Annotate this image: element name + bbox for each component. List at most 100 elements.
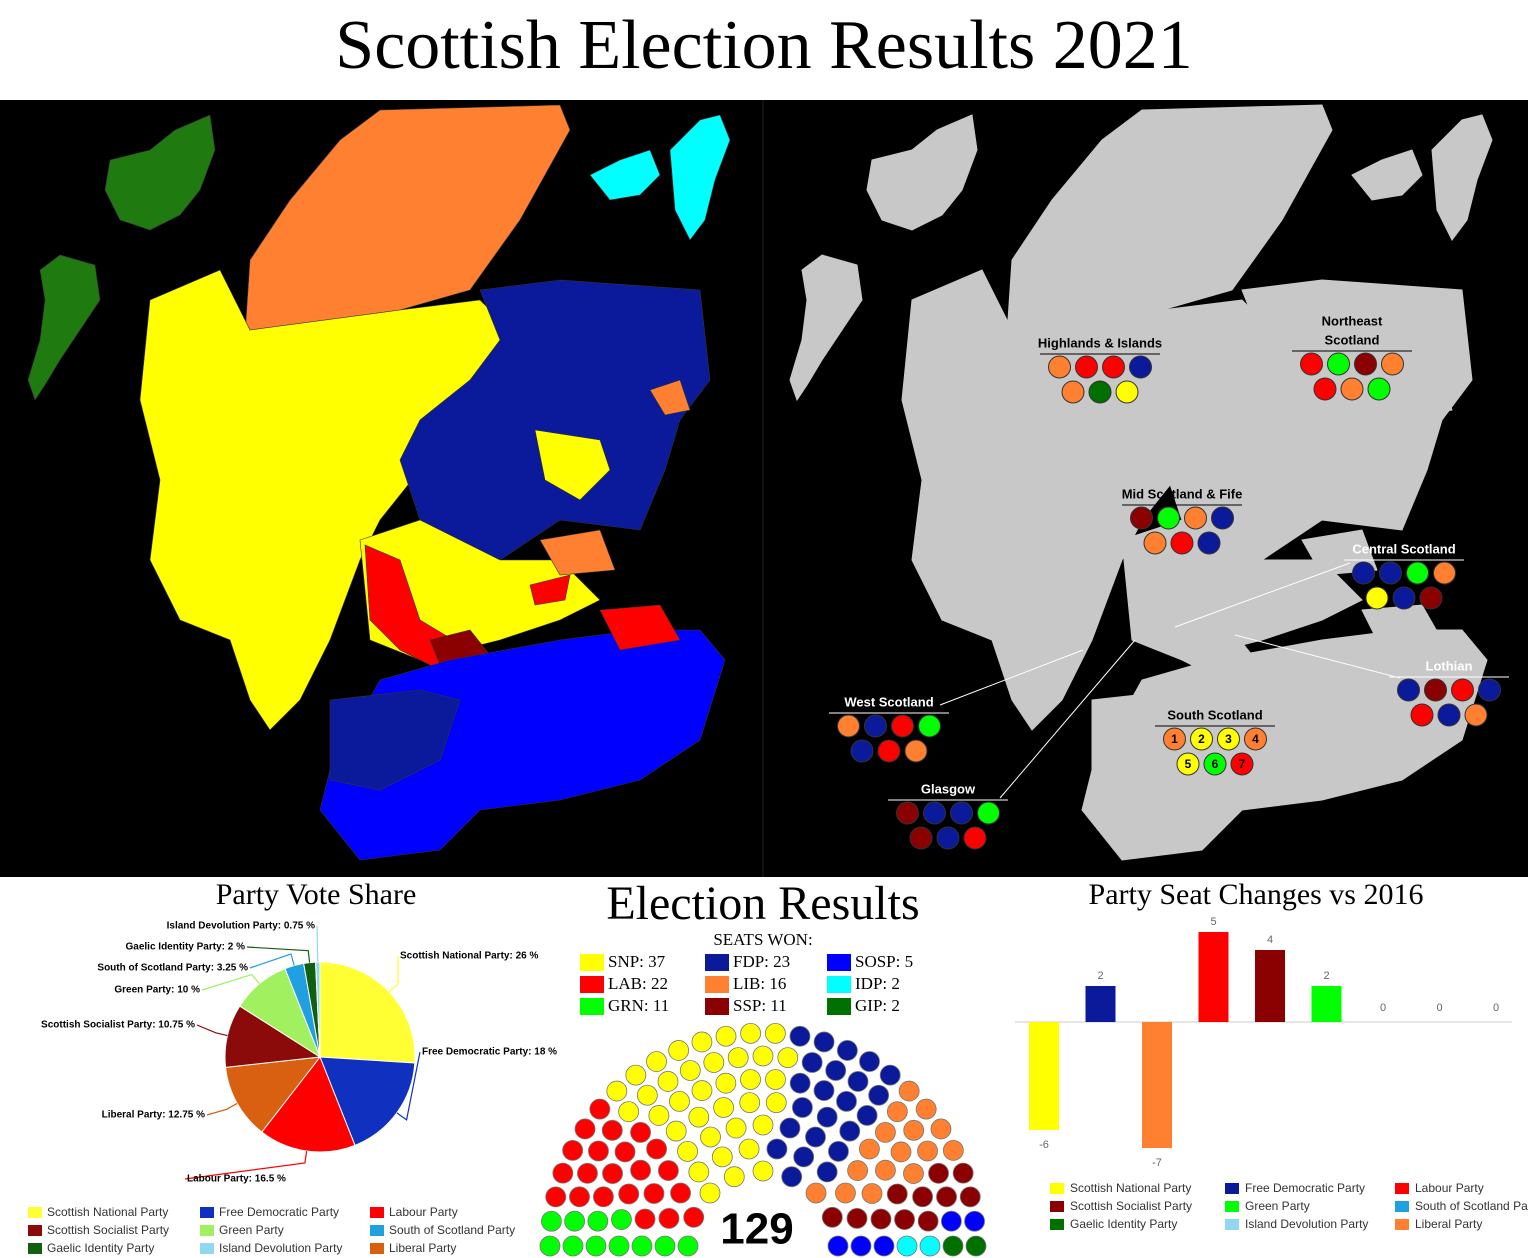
seat-dot xyxy=(896,801,919,825)
seat-dot xyxy=(1143,531,1167,555)
legend-swatch xyxy=(200,1207,214,1218)
seat xyxy=(601,1119,623,1141)
seat xyxy=(715,1072,737,1094)
seat xyxy=(879,1064,901,1086)
seat xyxy=(683,1206,705,1228)
seat-dot xyxy=(977,801,1000,825)
seat xyxy=(587,1210,609,1232)
legend-swatch xyxy=(370,1243,384,1254)
seat xyxy=(896,1235,918,1257)
seat-label: LAB: 22 xyxy=(608,974,668,993)
legend-swatch xyxy=(28,1207,42,1218)
seat-number: 6 xyxy=(1212,757,1219,771)
region-label: Mid Scotland & Fife xyxy=(1122,486,1243,501)
legend-label: Scottish Socialist Party xyxy=(1070,1199,1192,1213)
leader-line xyxy=(1234,634,1401,679)
map-region xyxy=(589,149,661,201)
bar-value-label: 2 xyxy=(1323,970,1329,982)
bar-value-label: -7 xyxy=(1152,1157,1162,1169)
seat xyxy=(688,1161,710,1183)
seat xyxy=(691,1031,713,1053)
seat-dot xyxy=(1230,752,1254,776)
region-label: Lothian xyxy=(1426,658,1473,673)
legend-label: Green Party xyxy=(1245,1199,1310,1213)
bar-title: Party Seat Changes vs 2016 xyxy=(1089,878,1424,911)
seat xyxy=(821,1206,843,1228)
seat-label: GIP: 2 xyxy=(855,996,900,1015)
seat-dot xyxy=(936,826,960,850)
seat xyxy=(766,1138,788,1160)
legend-swatch xyxy=(1225,1201,1239,1212)
map-region xyxy=(599,604,681,651)
pie-label: South of Scotland Party: 3.25 % xyxy=(97,963,248,974)
seat xyxy=(792,1097,813,1118)
seat-dot xyxy=(1163,727,1186,751)
seat xyxy=(886,1101,908,1123)
seat xyxy=(564,1210,586,1232)
seat xyxy=(562,1140,584,1161)
seat xyxy=(827,1235,849,1257)
seat xyxy=(715,1025,737,1047)
seat-dot xyxy=(1048,355,1071,379)
map-region xyxy=(104,114,216,231)
legend-label: Gaelic Identity Party xyxy=(47,1241,154,1255)
legend-swatch xyxy=(200,1225,214,1236)
seat xyxy=(886,1183,908,1205)
maps xyxy=(27,104,1493,861)
legend-swatch xyxy=(1225,1219,1239,1230)
seat xyxy=(764,1022,786,1044)
seat xyxy=(574,1118,596,1140)
parliament-subtitle: SEATS WON: xyxy=(713,930,812,949)
bar-value-label: 0 xyxy=(1436,1002,1442,1014)
seat-label: GRN: 11 xyxy=(608,996,669,1015)
seat-dot xyxy=(1406,561,1429,585)
seat xyxy=(915,1098,937,1120)
map-region xyxy=(319,629,726,861)
seat xyxy=(677,1140,698,1162)
seat xyxy=(569,1186,590,1208)
seat-dot xyxy=(904,739,928,763)
seat xyxy=(643,1183,665,1204)
legend-label: Labour Party xyxy=(1415,1181,1484,1195)
seat-dot xyxy=(923,801,946,825)
seat xyxy=(903,1119,925,1141)
seat-dot xyxy=(1365,586,1389,610)
pie-label: Scottish National Party: 26 % xyxy=(400,951,538,962)
seat xyxy=(859,1051,880,1072)
pie-label: Scottish Socialist Party: 10.75 % xyxy=(41,1020,195,1031)
legend-swatch xyxy=(1050,1219,1064,1230)
seat-dot xyxy=(1157,506,1180,530)
party-seats xyxy=(827,1210,985,1257)
seat xyxy=(677,1235,699,1257)
seat-dot xyxy=(1340,377,1364,401)
seat xyxy=(608,1235,630,1257)
seat-dot xyxy=(837,714,860,738)
seat xyxy=(930,1118,952,1140)
party-seats xyxy=(942,1235,987,1257)
pie-label: Liberal Party: 12.75 % xyxy=(102,1110,205,1121)
seat-dot xyxy=(1190,727,1213,751)
seat-total: 129 xyxy=(720,1205,793,1254)
seat-label: SSP: 11 xyxy=(733,996,787,1015)
seat xyxy=(723,1166,745,1188)
bar-value-label: -6 xyxy=(1039,1139,1049,1151)
seat-dot xyxy=(1464,703,1488,727)
seat-dot xyxy=(1211,506,1234,530)
pie-slice xyxy=(261,1056,356,1153)
seat-dot xyxy=(1129,355,1152,379)
map-region xyxy=(329,689,461,791)
legend-label: Green Party xyxy=(219,1223,284,1237)
seat xyxy=(630,1159,651,1181)
seat xyxy=(562,1235,584,1257)
seat xyxy=(657,1160,679,1181)
party-seats xyxy=(766,1025,901,1188)
legend-label: Island Devolution Party xyxy=(1245,1217,1368,1231)
party-seats xyxy=(539,1209,699,1257)
legend-swatch xyxy=(1395,1183,1409,1194)
seat xyxy=(917,1210,939,1232)
seat xyxy=(870,1208,892,1230)
pie-leader xyxy=(396,1051,421,1121)
legend-label: Gaelic Identity Party xyxy=(1070,1217,1177,1231)
legend-swatch xyxy=(370,1207,384,1218)
